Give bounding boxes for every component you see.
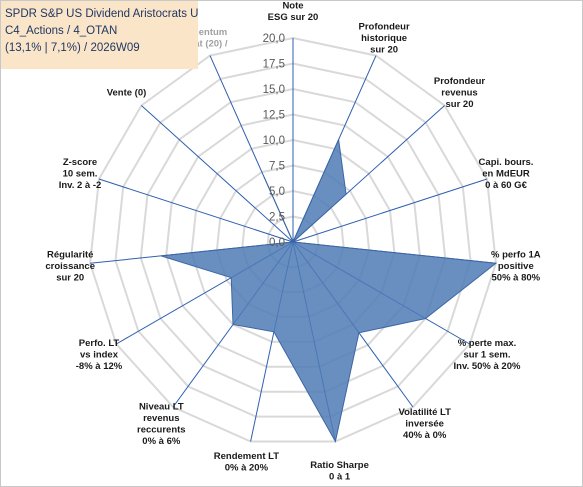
axis-label-line: 50% à 80%: [492, 272, 541, 283]
axis-label-line: Perfo. LT: [79, 338, 120, 349]
axis-label-line: Profondeur: [434, 76, 485, 87]
axis-label: Capi. bours. en MdEUR 0 à 60 G€: [479, 157, 534, 191]
axis-label-line: revenus: [143, 413, 179, 424]
axis-label-line: sur 20: [370, 44, 398, 55]
axis-label: Niveau LT revenus reccurents 0% à 6%: [137, 402, 186, 448]
axis-label-line: -8% à 12%: [76, 361, 123, 372]
title-line-3: (13,1% | 7,1%) / 2026W09: [5, 42, 140, 54]
axis-label: Volatilité LT inversée 40% à 0%: [398, 407, 451, 441]
grid-ring: [89, 36, 497, 443]
axis-label-line: sur 20: [56, 272, 84, 283]
axis-label: Z-score 10 sem. Inv. 2 à -2: [59, 157, 102, 191]
axis-label-line: ESG sur 20: [268, 12, 319, 23]
axis-label-line: croissance: [45, 261, 95, 272]
chart-title-box: SPDR S&P US Dividend Aristocrats UCITS E…: [1, 1, 198, 69]
axis-label-line: en MdEUR: [482, 168, 530, 179]
radar-spoke: [98, 178, 294, 243]
tick-label: 17,5: [263, 59, 285, 71]
tick-label: 12,5: [263, 110, 285, 122]
axis-label-line: Inv. 50% à 20%: [454, 361, 521, 372]
axis-label: Momentum Achat (20) /: [176, 27, 228, 50]
axis-label-line: Profondeur: [358, 21, 409, 32]
axis-label: Régularité croissance sur 20: [45, 249, 95, 283]
title-line-1: SPDR S&P US Dividend Aristocrats UCITS E: [5, 8, 198, 20]
axis-label-line: Ratio Sharpe: [310, 460, 369, 471]
axis-label-line: revenus: [441, 88, 477, 99]
axis-label-line: 40% à 0%: [403, 430, 447, 441]
axis-label-line: reccurents: [137, 425, 186, 436]
axis-label: Rendement LT 0% à 20%: [214, 451, 279, 474]
title-line-2: C4_Actions / 4_OTAN: [5, 25, 118, 37]
axis-label: Perfo. LT vs index -8% à 12%: [76, 338, 123, 372]
axis-label-line: 0% à 6%: [142, 436, 181, 447]
radar-series: [160, 137, 498, 443]
axis-label: Ratio Sharpe 0 à 1: [310, 460, 369, 483]
axis-label: Profondeur revenus sur 20: [434, 76, 485, 110]
tick-label: 5,0: [269, 186, 285, 198]
axis-label-line: % perfo 1A: [491, 249, 541, 260]
axis-label-line: Note: [282, 1, 303, 12]
axis-label-line: Volatilité LT: [398, 407, 451, 418]
axis-label-line: historique: [361, 33, 407, 44]
radar-tick-labels: 0,0 2,5 5,0 7,5 10,0 12,5 15,0 17,5 20,0: [263, 33, 285, 249]
axis-label-line: Vente (0): [107, 88, 147, 99]
axis-label-line: Inv. 2 à -2: [59, 180, 102, 191]
axis-label-line: Z-score: [63, 157, 97, 168]
axis-label: Note ESG sur 20: [268, 1, 319, 24]
axis-label: Profondeur historique sur 20: [358, 21, 409, 55]
tick-label: 2,5: [269, 212, 285, 224]
axis-label-line: sur 1 sem.: [464, 350, 511, 361]
tick-label: 7,5: [269, 161, 285, 173]
axis-label-line: % perte max.: [458, 338, 517, 349]
axis-label-line: vs index: [80, 350, 119, 361]
axis-label: Vente (0): [107, 88, 147, 99]
axis-label-line: 0% à 20%: [225, 462, 269, 473]
axis-label-line: Régularité: [47, 249, 93, 260]
axis-label-line: positive: [498, 261, 534, 272]
tick-label: 15,0: [263, 84, 285, 96]
tick-label: 20,0: [263, 33, 285, 45]
tick-label: 0,0: [269, 237, 285, 249]
axis-label-line: 0 à 1: [329, 472, 351, 483]
axis-label-line: 0 à 60 G€: [485, 180, 527, 191]
tick-label: 10,0: [263, 135, 285, 147]
axis-label-line: 10 sem.: [63, 168, 98, 179]
axis-label-line: Capi. bours.: [479, 157, 534, 168]
axis-label-line: Momentum: [177, 27, 228, 38]
axis-label-line: inversée: [405, 419, 444, 430]
grid-ring: [139, 87, 447, 393]
axis-label: % perte max. sur 1 sem. Inv. 50% à 20%: [454, 338, 521, 372]
axis-label-line: Achat (20) /: [176, 39, 228, 50]
axis-label-line: Niveau LT: [139, 402, 184, 413]
radar-spoke: [141, 105, 294, 243]
grid-ring: [114, 62, 472, 418]
axis-label-line: sur 20: [446, 99, 474, 110]
axis-label: % perfo 1A positive 50% à 80%: [491, 249, 541, 283]
axis-label-line: Rendement LT: [214, 451, 279, 462]
radar-spoke: [292, 178, 488, 243]
